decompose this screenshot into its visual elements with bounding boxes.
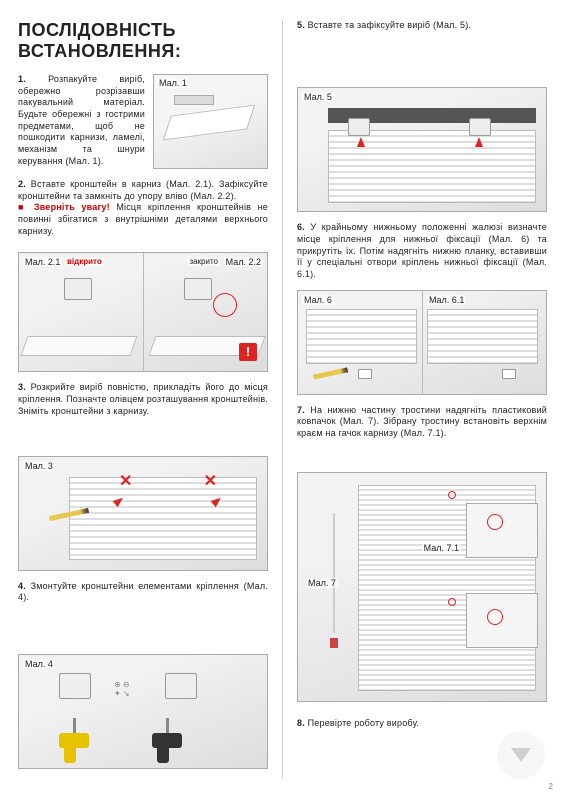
rail-left xyxy=(20,336,137,356)
step-7-num: 7. xyxy=(297,405,305,415)
figure-2-divider xyxy=(143,253,144,371)
step-4-text: 4. Змонтуйте кронштейни елементами кріпл… xyxy=(18,581,268,648)
step-8-num: 8. xyxy=(297,718,305,728)
step-3-num: 3. xyxy=(18,382,26,392)
right-column: 5. Вставте та зафіксуйте виріб (Мал. 5).… xyxy=(297,20,547,779)
step-1-num: 1. xyxy=(18,74,26,84)
x-mark-icon-2: ✕ xyxy=(204,471,217,491)
left-column: ПОСЛІДОВНІСТЬ ВСТАНОВЛЕННЯ: 1. Розпакуйт… xyxy=(18,20,268,779)
step-6-body: У крайньому нижньому положенні жалюзі ви… xyxy=(297,222,547,279)
blinds-6a xyxy=(306,309,417,364)
figure-2: Мал. 2.1 відкрито закрито Мал. 2.2 ! xyxy=(18,252,268,372)
step-6-text: 6. У крайньому нижньому положенні жалюзі… xyxy=(297,222,547,283)
wand-icon xyxy=(333,513,335,633)
figure-5-label: Мал. 5 xyxy=(302,92,334,102)
step-1: 1. Розпакуйте виріб, обережно розрізавши… xyxy=(18,74,268,169)
bracket-2 xyxy=(165,673,197,699)
marker-bottom xyxy=(448,598,456,606)
detail-circle-icon-1 xyxy=(487,514,503,530)
figure-2-open: відкрито xyxy=(65,257,104,266)
marker-top xyxy=(448,491,456,499)
blinds-render xyxy=(69,477,257,560)
x-mark-icon-1: ✕ xyxy=(119,471,132,491)
step-2-num: 2. xyxy=(18,179,26,189)
page-title: ПОСЛІДОВНІСТЬ ВСТАНОВЛЕННЯ: xyxy=(18,20,268,62)
figure-71-inset xyxy=(466,503,538,558)
clip-6a xyxy=(358,369,372,379)
figure-7: Мал. 7 Мал. 7.1 xyxy=(297,472,547,702)
page-number: 2 xyxy=(549,782,553,791)
step-8-body: Перевірте роботу виробу. xyxy=(308,718,419,728)
red-circle-icon xyxy=(213,293,237,317)
bracket-5a xyxy=(348,118,370,136)
figure-61-label: Мал. 6.1 xyxy=(427,295,466,305)
step-5-num: 5. xyxy=(297,20,305,30)
step-1-body: Розпакуйте виріб, обережно розрізавши па… xyxy=(18,74,145,166)
figure-1: Мал. 1 xyxy=(153,74,268,169)
wand-tip xyxy=(330,638,338,648)
figure-4: Мал. 4 ⊕ ⊖✦ ↘ xyxy=(18,654,268,769)
step-3-text: 3. Розкрийте виріб повністю, прикладіть … xyxy=(18,382,268,449)
figure-6: Мал. 6 Мал. 6.1 xyxy=(297,290,547,395)
blinds-6b xyxy=(427,309,538,364)
figure-5: Мал. 5 xyxy=(297,87,547,212)
bracket-5b xyxy=(469,118,491,136)
figure-3-label: Мал. 3 xyxy=(23,461,55,471)
watermark-icon xyxy=(497,731,545,779)
step-4-num: 4. xyxy=(18,581,26,591)
parts-render xyxy=(174,95,214,105)
step-2-text: 2. Вставте кронштейн в карниз (Мал. 2.1)… xyxy=(18,179,268,246)
page-content: ПОСЛІДОВНІСТЬ ВСТАНОВЛЕННЯ: 1. Розпакуйт… xyxy=(18,20,547,779)
step-5-body: Вставте та зафіксуйте виріб (Мал. 5). xyxy=(308,20,472,30)
figure-3: Мал. 3 ✕ ✕ xyxy=(18,456,268,571)
screw-icons: ⊕ ⊖✦ ↘ xyxy=(114,680,130,698)
figure-6-label: Мал. 6 xyxy=(302,295,334,305)
figure-4-label: Мал. 4 xyxy=(23,659,55,669)
arrow-icon-5b xyxy=(475,137,483,147)
figure-71-label: Мал. 7.1 xyxy=(422,543,461,553)
arrow-icon-5a xyxy=(357,137,365,147)
step-2-warn-prefix: ■ Зверніть увагу! xyxy=(18,202,110,212)
step-3-body: Розкрийте виріб повністю, прикладіть йог… xyxy=(18,382,268,415)
drill-icon-yellow xyxy=(59,723,99,763)
bracket-right xyxy=(184,278,212,300)
step-2-body: Вставте кронштейн в карниз (Мал. 2.1). З… xyxy=(18,179,268,201)
figure-71-inset-2 xyxy=(466,593,538,648)
bracket-1 xyxy=(59,673,91,699)
figure-2-closed: закрито xyxy=(187,257,220,266)
clip-6b xyxy=(502,369,516,379)
step-6-num: 6. xyxy=(297,222,305,232)
detail-circle-icon-2 xyxy=(487,609,503,625)
step-7-body: На нижню частину тростини надягніть плас… xyxy=(297,405,547,438)
figure-22-label: Мал. 2.2 xyxy=(224,257,263,267)
figure-21-label: Мал. 2.1 xyxy=(23,257,62,267)
pencil-icon-6 xyxy=(313,367,348,379)
figure-7-label: Мал. 7 xyxy=(306,578,338,588)
step-4-body: Змонтуйте кронштейни елементами кріпленн… xyxy=(18,581,268,603)
bracket-left xyxy=(64,278,92,300)
column-divider xyxy=(282,20,283,779)
step-5-text: 5. Вставте та зафіксуйте виріб (Мал. 5). xyxy=(297,20,547,81)
step-7-text: 7. На нижню частину тростини надягніть п… xyxy=(297,405,547,466)
drill-icon-black xyxy=(152,723,192,763)
figure-1-label: Мал. 1 xyxy=(157,78,189,88)
step-1-text: 1. Розпакуйте виріб, обережно розрізавши… xyxy=(18,74,145,169)
figure-6-divider xyxy=(422,291,423,394)
box-render xyxy=(163,105,255,141)
warning-icon: ! xyxy=(239,343,257,361)
